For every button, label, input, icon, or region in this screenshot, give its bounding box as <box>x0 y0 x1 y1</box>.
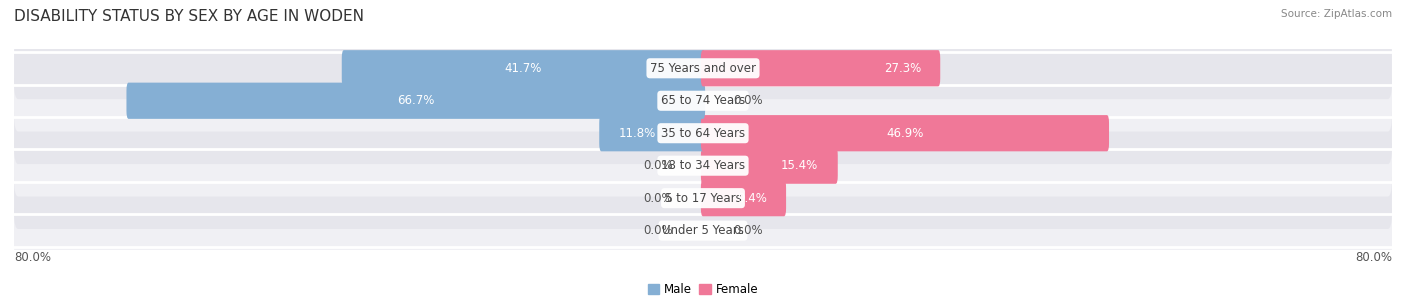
FancyBboxPatch shape <box>14 38 1392 99</box>
Text: 80.0%: 80.0% <box>14 251 51 264</box>
Text: 35 to 64 Years: 35 to 64 Years <box>661 127 745 140</box>
FancyBboxPatch shape <box>342 50 706 86</box>
FancyBboxPatch shape <box>700 115 1109 151</box>
Text: 75 Years and over: 75 Years and over <box>650 62 756 75</box>
Text: 0.0%: 0.0% <box>733 94 763 107</box>
FancyBboxPatch shape <box>14 200 1392 261</box>
Text: Source: ZipAtlas.com: Source: ZipAtlas.com <box>1281 9 1392 19</box>
FancyBboxPatch shape <box>599 115 706 151</box>
Text: DISABILITY STATUS BY SEX BY AGE IN WODEN: DISABILITY STATUS BY SEX BY AGE IN WODEN <box>14 9 364 24</box>
FancyBboxPatch shape <box>700 148 838 184</box>
Text: 5 to 17 Years: 5 to 17 Years <box>665 192 741 205</box>
FancyBboxPatch shape <box>14 70 1392 131</box>
Text: 27.3%: 27.3% <box>883 62 921 75</box>
Text: 65 to 74 Years: 65 to 74 Years <box>661 94 745 107</box>
Text: 41.7%: 41.7% <box>505 62 543 75</box>
Text: 9.4%: 9.4% <box>737 192 766 205</box>
Text: 15.4%: 15.4% <box>782 159 818 172</box>
FancyBboxPatch shape <box>127 83 706 119</box>
FancyBboxPatch shape <box>700 180 786 216</box>
FancyBboxPatch shape <box>14 102 1392 164</box>
Text: 0.0%: 0.0% <box>643 159 673 172</box>
Text: 18 to 34 Years: 18 to 34 Years <box>661 159 745 172</box>
Text: 66.7%: 66.7% <box>396 94 434 107</box>
Text: 80.0%: 80.0% <box>1355 251 1392 264</box>
Text: 0.0%: 0.0% <box>643 224 673 237</box>
Text: 46.9%: 46.9% <box>886 127 924 140</box>
Legend: Male, Female: Male, Female <box>643 278 763 300</box>
FancyBboxPatch shape <box>14 167 1392 229</box>
Text: 0.0%: 0.0% <box>643 192 673 205</box>
FancyBboxPatch shape <box>700 50 941 86</box>
Text: 0.0%: 0.0% <box>733 224 763 237</box>
FancyBboxPatch shape <box>14 135 1392 196</box>
Text: 11.8%: 11.8% <box>619 127 655 140</box>
Text: Under 5 Years: Under 5 Years <box>662 224 744 237</box>
